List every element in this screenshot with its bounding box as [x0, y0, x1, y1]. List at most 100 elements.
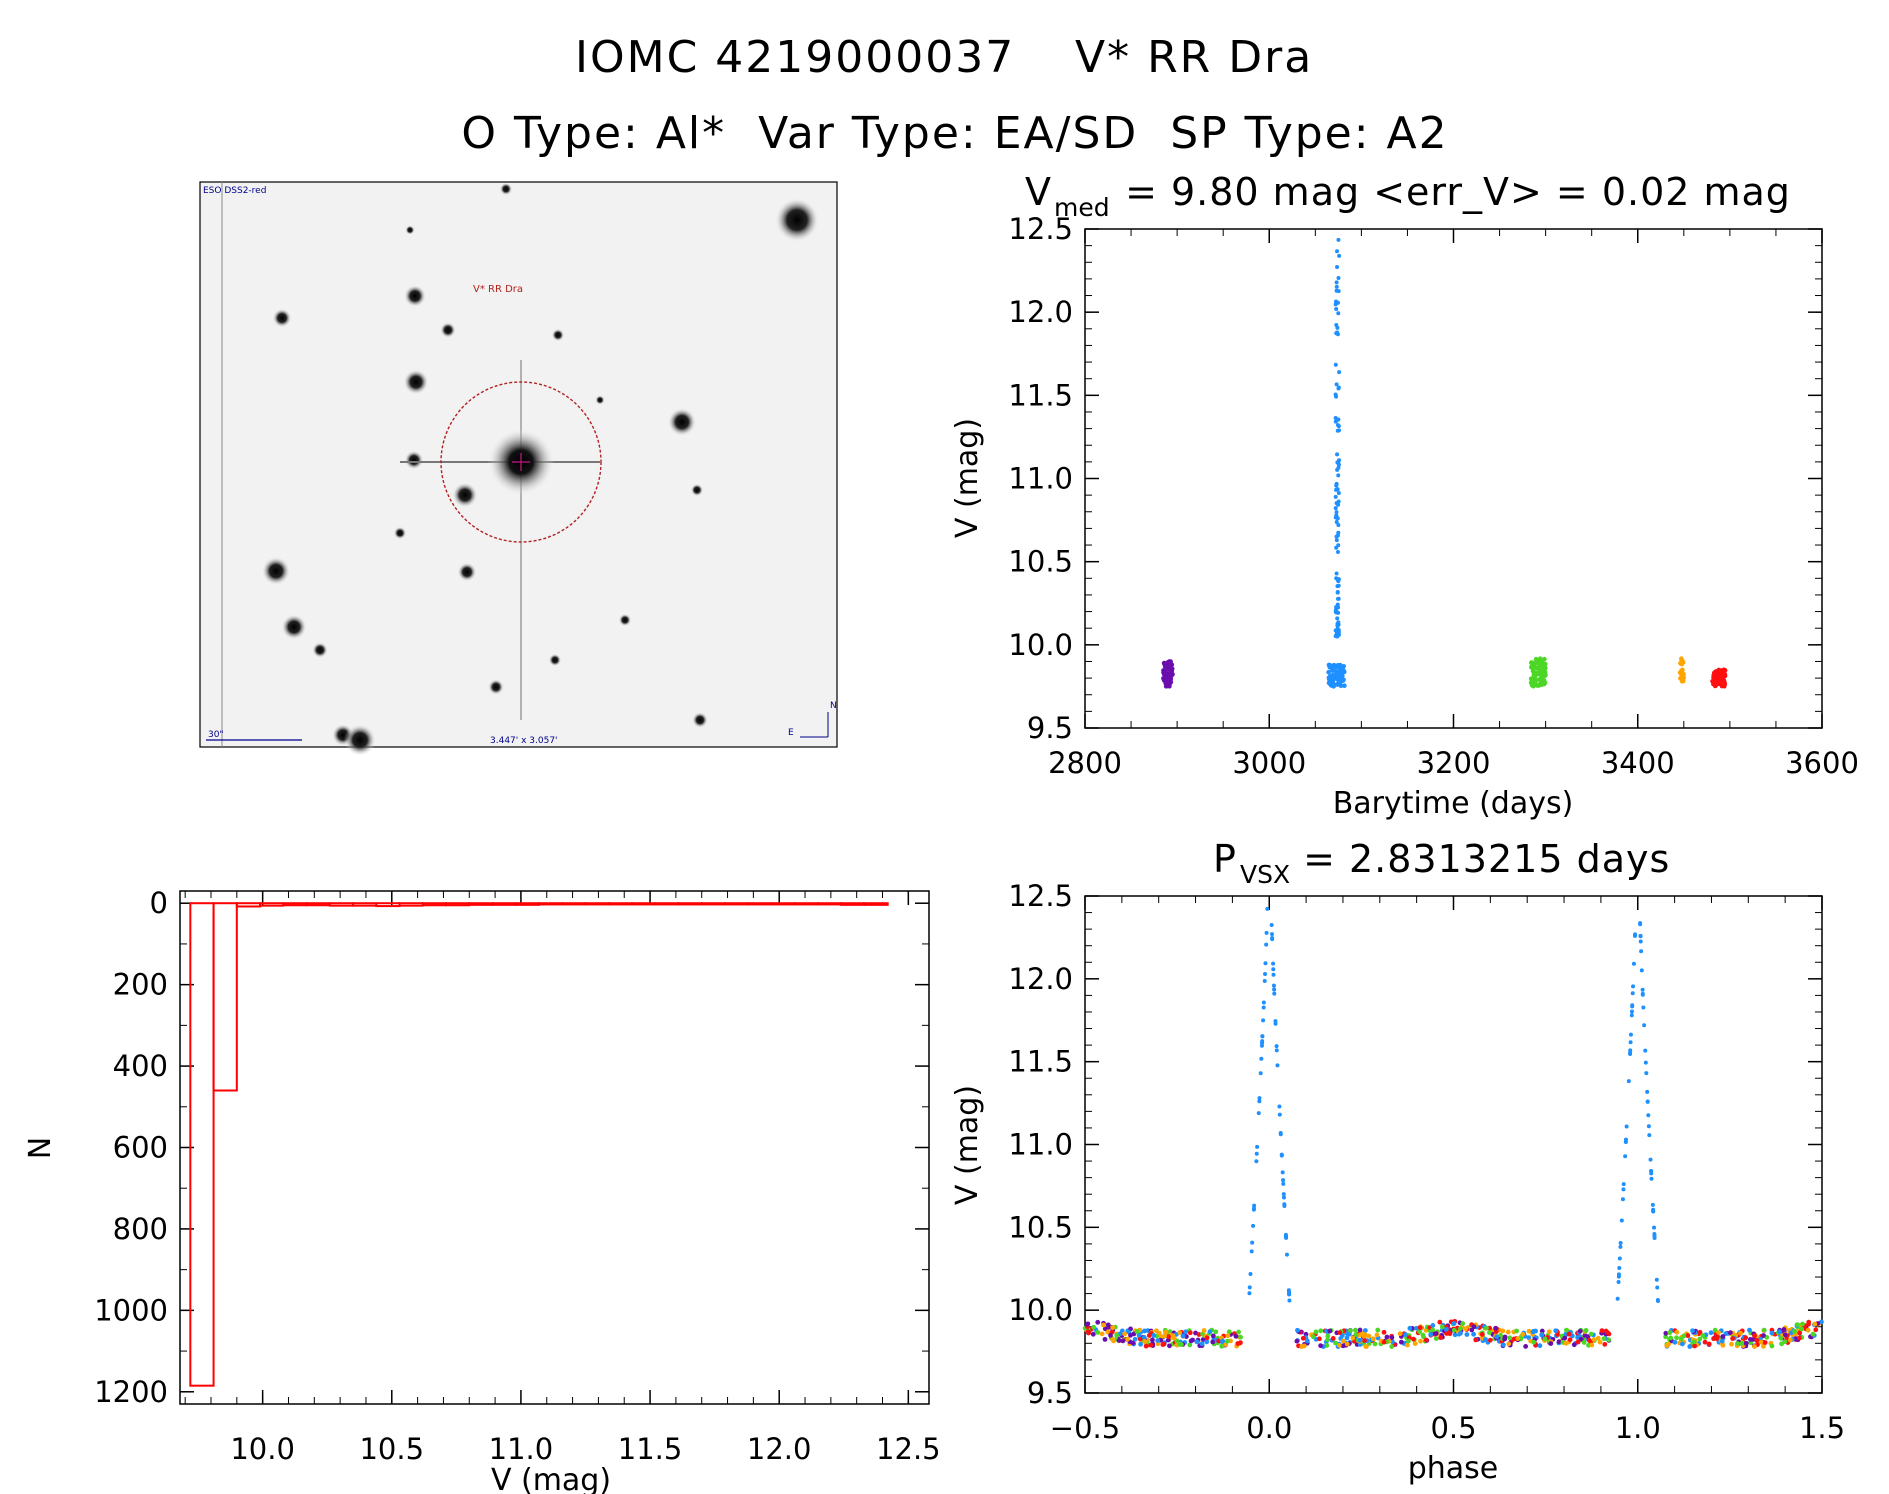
phased-point [1333, 1340, 1338, 1346]
lightcurve-frame [1084, 228, 1823, 729]
phased-point [1310, 1334, 1316, 1340]
phased-point [1700, 1333, 1706, 1338]
phased-point [1389, 1344, 1395, 1349]
phased-eclipse-point [1623, 1154, 1628, 1159]
phased-eclipse-point [1640, 992, 1645, 997]
phased-point [1313, 1329, 1319, 1335]
lightcurve-eclipse-point [1334, 571, 1339, 576]
phased-point [1384, 1334, 1390, 1340]
phased-eclipse-point [1277, 1112, 1282, 1117]
field-star [261, 556, 291, 586]
phased-point [1340, 1343, 1346, 1349]
phased-point [1101, 1322, 1106, 1328]
phased-point [1418, 1338, 1423, 1344]
phased-eclipse-point [1639, 968, 1644, 973]
lightcurve-point [1680, 667, 1685, 673]
phased-eclipse-point [1650, 1202, 1655, 1207]
phased-eclipse-point [1271, 972, 1276, 977]
phased-point [1537, 1343, 1543, 1349]
phased-eclipse-point [1263, 971, 1268, 976]
lightcurve-eclipse-point [1336, 237, 1341, 242]
phased-eclipse-point [1646, 1113, 1651, 1118]
phased-point [1582, 1332, 1588, 1338]
lightcurve-point [1679, 678, 1685, 684]
lightcurve-point [1162, 661, 1167, 667]
survey-label: ESO DSS2-red [203, 186, 266, 196]
lightcurve-point [1535, 683, 1540, 688]
phased-point [1813, 1327, 1819, 1333]
phased-panel: P VSX = 2.8313215 days −0.5 0.0 0.5 1.0 1.5 9… [950, 837, 1845, 1486]
phased-point [1583, 1328, 1589, 1334]
lightcurve-ylabel: V (mag) [950, 418, 985, 538]
phased-point [1578, 1336, 1584, 1342]
phased-eclipse-point [1278, 1132, 1283, 1137]
phased-point [1340, 1338, 1346, 1344]
phased-point [1501, 1342, 1506, 1348]
lightcurve-eclipse-point [1335, 621, 1340, 626]
phased-point [1406, 1338, 1411, 1344]
histogram-bar [259, 902, 285, 907]
phased-eclipse-point [1247, 1285, 1252, 1290]
phased-point [1666, 1341, 1671, 1347]
lightcurve-eclipse-point [1333, 362, 1338, 367]
phased-point [1739, 1341, 1745, 1346]
phased-point [1344, 1335, 1350, 1341]
phased-point [1318, 1343, 1324, 1349]
phased-point [1114, 1332, 1119, 1338]
phased-point [1177, 1330, 1183, 1335]
phased-point [1539, 1332, 1545, 1338]
phased-eclipse-point [1269, 932, 1274, 937]
histogram-xlabel: V (mag) [491, 1463, 611, 1494]
phased-point [1344, 1341, 1350, 1347]
phased-eclipse-point [1645, 1099, 1650, 1104]
field-star [272, 308, 292, 328]
y-tick-label: 11.5 [1008, 378, 1073, 412]
phased-eclipse-point [1263, 961, 1268, 966]
lightcurve-eclipse-point [1336, 596, 1341, 601]
y-tick-label: 10.0 [1008, 1293, 1073, 1327]
phased-point [1106, 1324, 1112, 1330]
phased-point [1350, 1335, 1356, 1341]
field-star [690, 483, 704, 497]
phased-point [1337, 1330, 1343, 1336]
field-star [281, 614, 307, 640]
lightcurve-point [1331, 684, 1336, 689]
y-tick-label: 11.5 [1008, 1045, 1073, 1079]
field-star [488, 679, 504, 695]
lightcurve-eclipse-point [1336, 543, 1341, 548]
phased-point [1411, 1336, 1416, 1342]
phased-point [1161, 1341, 1167, 1347]
lightcurve-eclipse-point [1336, 491, 1341, 496]
phased-eclipse-point [1277, 1104, 1282, 1109]
phased-point [1143, 1343, 1149, 1349]
phased-eclipse-point [1252, 1203, 1257, 1208]
phased-eclipse-point [1648, 1157, 1653, 1162]
lightcurve-eclipse-point [1336, 473, 1341, 478]
phased-eclipse-point [1254, 1151, 1259, 1156]
lightcurve-eclipse-point [1334, 576, 1339, 581]
phased-eclipse-point [1621, 1187, 1626, 1192]
lightcurve-eclipse-point [1333, 415, 1338, 420]
field-stars [261, 182, 820, 756]
x-tick-label: 12.0 [747, 1432, 812, 1466]
x-tick-label: 3400 [1601, 746, 1675, 780]
field-star [551, 328, 565, 342]
lightcurve-eclipse-point [1337, 458, 1342, 463]
lightcurve-point [1711, 673, 1717, 679]
phased-point [1667, 1330, 1673, 1336]
phased-point [1398, 1339, 1404, 1345]
phased-point [1201, 1328, 1207, 1333]
phased-point [1151, 1333, 1157, 1338]
phased-eclipse-point [1264, 942, 1269, 947]
histogram-bar [328, 902, 355, 907]
lightcurve-eclipse-point [1336, 628, 1341, 633]
lightcurve-eclipse-point [1334, 534, 1339, 539]
phased-eclipse-point [1255, 1144, 1260, 1149]
histogram-bar [677, 902, 703, 906]
phased-eclipse-point [1616, 1274, 1621, 1279]
phased-eclipse-point [1279, 1152, 1284, 1157]
phased-point [1463, 1326, 1469, 1332]
phased-point [1663, 1334, 1669, 1340]
field-star [452, 482, 478, 508]
phased-eclipse-point [1646, 1124, 1651, 1129]
